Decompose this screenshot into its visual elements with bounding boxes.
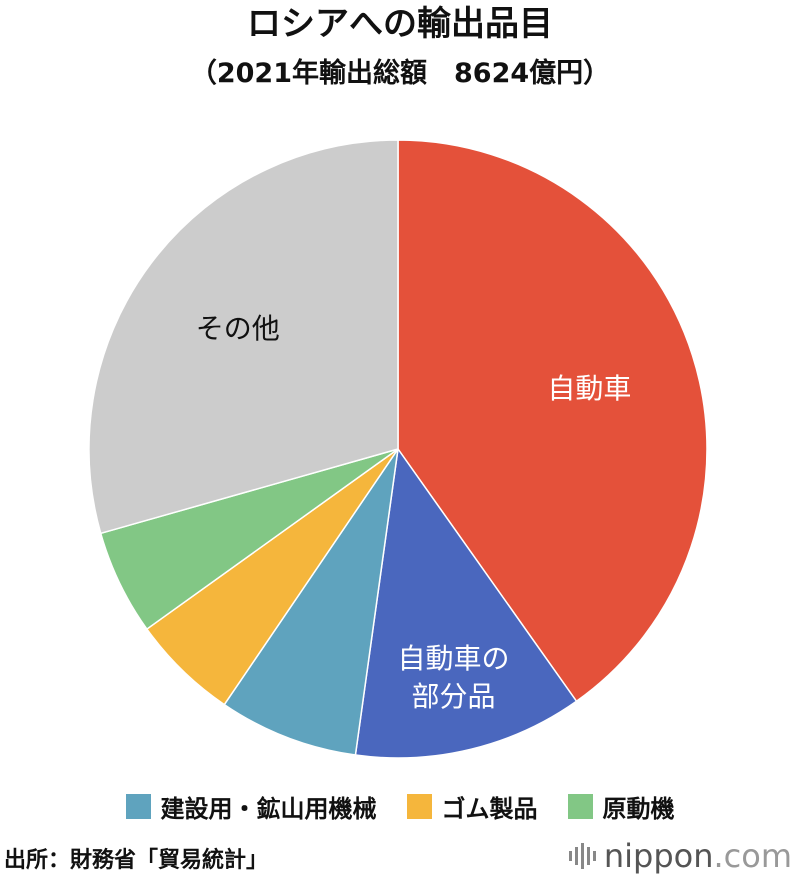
pie-label-0: 自動車	[547, 372, 631, 405]
legend-item-construction-machinery: 建設用・鉱山用機械	[125, 789, 377, 824]
brand-name: nippon	[603, 837, 714, 875]
source-note: 出所：財務省「貿易統計」	[4, 848, 269, 873]
pie-slice-5	[88, 139, 399, 535]
legend-swatch	[406, 793, 432, 819]
brand-logo[interactable]: nippon.com	[568, 834, 792, 878]
pie-label-1: 自動車の部分品	[397, 642, 509, 713]
legend-label: 建設用・鉱山用機械	[160, 794, 377, 823]
legend-swatch	[567, 793, 593, 819]
legend: 建設用・鉱山用機械 ゴム製品 原動機	[0, 788, 800, 824]
chart-title: ロシアへの輸出品目	[247, 4, 553, 44]
pie-slice-2	[223, 448, 399, 756]
pie-slice-1	[354, 447, 578, 759]
chart-subtitle: （2021年輸出総額 8624億円）	[189, 58, 611, 89]
brand-suffix: .com	[713, 837, 792, 875]
legend-label: ゴム製品	[441, 794, 538, 823]
pie-slice-0	[397, 139, 708, 703]
legend-swatch	[125, 793, 151, 819]
legend-item-engines: 原動機	[567, 789, 675, 824]
legend-label: 原動機	[602, 794, 675, 823]
pie-label-5: その他	[196, 312, 280, 345]
brand-mark-icon	[568, 843, 596, 869]
legend-item-rubber-products: ゴム製品	[406, 789, 538, 824]
